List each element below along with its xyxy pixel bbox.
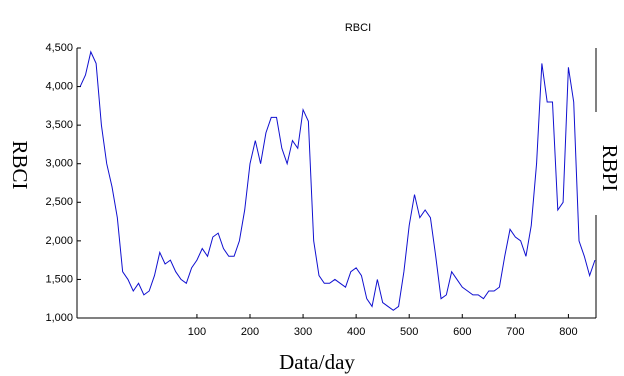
x-tick-label: 700 bbox=[506, 326, 524, 338]
y-tick-label: 2,500 bbox=[45, 196, 73, 208]
x-tick-label: 100 bbox=[188, 326, 206, 338]
x-tick-label: 400 bbox=[347, 326, 365, 338]
x-tick-label: 200 bbox=[241, 326, 259, 338]
y-tick-label: 3,500 bbox=[45, 119, 73, 131]
y-tick-label: 4,500 bbox=[45, 42, 73, 54]
chart-title: RBCI bbox=[345, 22, 371, 34]
y-tick-label: 1,000 bbox=[45, 312, 73, 324]
x-tick-label: 600 bbox=[453, 326, 471, 338]
x-tick-label: 500 bbox=[400, 326, 418, 338]
x-axis-label: Data/day bbox=[279, 350, 355, 374]
x-tick-label: 300 bbox=[294, 326, 312, 338]
y-axis-label: RBCI bbox=[8, 140, 32, 189]
y-tick-label: 1,500 bbox=[45, 273, 73, 285]
y-tick-label: 2,000 bbox=[45, 235, 73, 247]
y-tick-label: 3,000 bbox=[45, 158, 73, 170]
data-line bbox=[79, 50, 596, 311]
y-tick-label: 4,000 bbox=[45, 80, 73, 92]
y2-axis-label: RBPI bbox=[598, 145, 622, 192]
x-tick-label: 800 bbox=[559, 326, 577, 338]
